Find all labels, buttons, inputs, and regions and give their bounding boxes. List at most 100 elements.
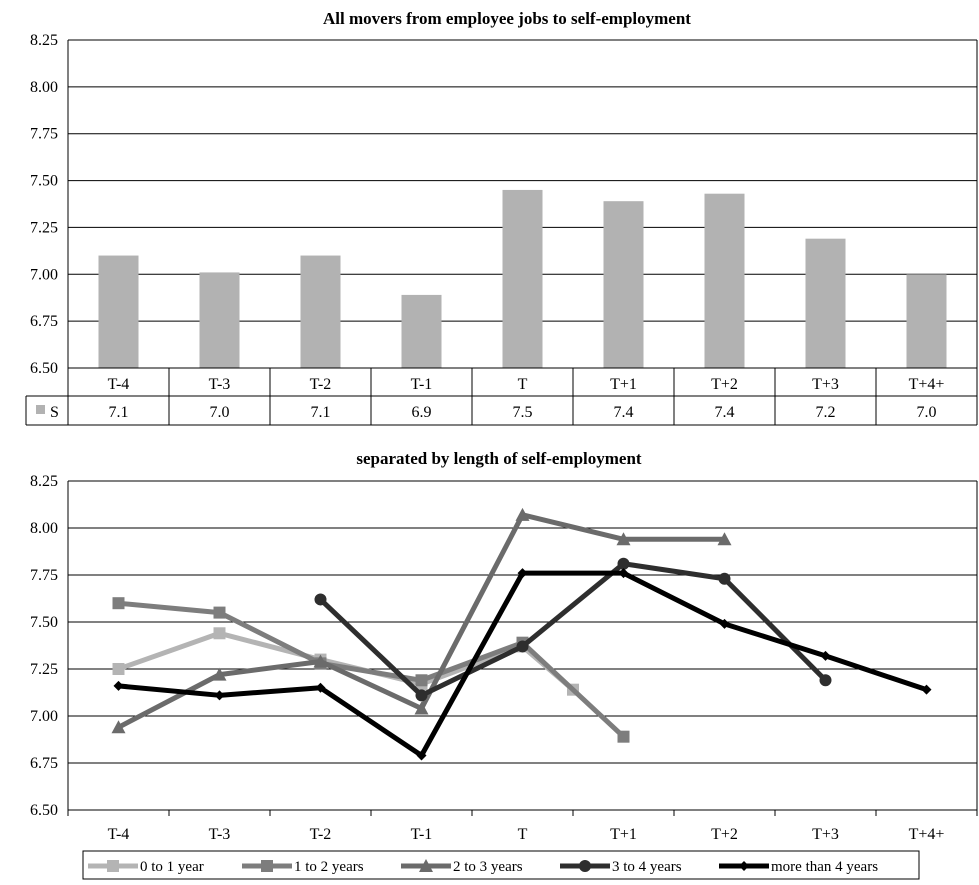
series-2-to-3-years: [111, 507, 732, 734]
point: [419, 859, 433, 872]
point: [517, 568, 528, 579]
point: [579, 860, 591, 872]
line-chart-series: [111, 507, 932, 761]
point: [415, 689, 428, 702]
point: [819, 674, 832, 687]
y-tick-label: 8.25: [30, 32, 58, 49]
x-tick-label: T+3: [812, 826, 839, 843]
series-3-to-4-years: [314, 557, 832, 702]
point: [314, 593, 327, 606]
bar: [98, 255, 139, 368]
point: [313, 654, 328, 668]
legend-label: 0 to 1 year: [140, 859, 204, 875]
bar-chart-bars: [98, 189, 947, 368]
x-tick-label: T-3: [209, 376, 231, 393]
series-more-than-4-years: [113, 568, 932, 761]
line-chart-y-axis: 6.50 6.75 7.00 7.25 7.50 7.75 8.00 8.25: [30, 473, 58, 819]
bar: [401, 294, 442, 368]
point: [212, 667, 227, 681]
data-label: 7.1: [109, 404, 129, 421]
point: [111, 720, 126, 734]
point: [616, 532, 631, 546]
bar-chart: All movers from employee jobs to self-em…: [25, 9, 978, 426]
x-tick-label: T+1: [610, 376, 637, 393]
point: [414, 701, 429, 715]
line-chart-title: separated by length of self-employment: [356, 449, 642, 468]
point: [214, 690, 225, 701]
point: [415, 674, 428, 687]
x-tick-label: T-1: [411, 376, 433, 393]
bar: [502, 189, 543, 368]
x-tick-label: T-2: [310, 376, 332, 393]
point: [719, 618, 730, 629]
y-tick-label: 6.50: [30, 360, 58, 377]
data-label: 7.5: [513, 404, 533, 421]
legend-label: 2 to 3 years: [453, 859, 523, 875]
y-tick-label: 8.00: [30, 79, 58, 96]
bar: [603, 201, 644, 368]
point: [213, 627, 226, 640]
point: [618, 568, 629, 579]
point: [921, 684, 932, 695]
point: [718, 572, 731, 585]
point: [261, 860, 273, 872]
point: [213, 606, 226, 619]
data-label: 7.0: [917, 404, 937, 421]
point: [617, 557, 630, 570]
point: [107, 860, 119, 872]
legend-label: 1 to 2 years: [294, 859, 364, 875]
series-line: [318, 561, 828, 698]
point: [515, 507, 530, 521]
line-chart: separated by length of self-employment 6…: [30, 449, 978, 880]
point: [820, 650, 831, 661]
series-line: [118, 570, 928, 758]
x-tick-label: T: [518, 826, 528, 843]
series-0-to-1-year: [112, 627, 579, 696]
data-table: T-4 7.1 T-3 7.0 T-2 7.1 T-1 6.9 T 7.5 T+1 7.4 T+2 7.4…: [25, 367, 978, 426]
y-tick-label: 7.25: [30, 219, 58, 236]
legend-label: more than 4 years: [771, 859, 878, 875]
table-legend-key: [36, 405, 45, 414]
series-line: [117, 630, 575, 692]
x-tick-label: T+1: [610, 826, 637, 843]
bar: [300, 255, 341, 368]
x-tick-label: T-2: [310, 826, 332, 843]
bar: [906, 274, 947, 368]
bar: [704, 193, 745, 368]
data-label: 7.0: [210, 404, 230, 421]
y-tick-label: 6.50: [30, 802, 58, 819]
legend-label: 3 to 4 years: [612, 859, 682, 875]
y-tick-label: 7.75: [30, 126, 58, 143]
bar-chart-title: All movers from employee jobs to self-em…: [323, 9, 691, 28]
data-label: 7.4: [614, 404, 634, 421]
bar: [805, 238, 846, 368]
point: [617, 730, 630, 743]
table-series-label: S: [50, 404, 59, 421]
data-label: 7.1: [311, 404, 331, 421]
bar-chart-y-axis: 6.50 6.75 7.00 7.25 7.50 7.75 8.00 8.25: [30, 32, 58, 377]
x-tick-label: T+2: [711, 826, 738, 843]
y-tick-label: 7.00: [30, 708, 58, 725]
y-tick-label: 7.25: [30, 661, 58, 678]
bar: [199, 272, 240, 368]
series-line: [118, 600, 626, 739]
x-tick-label: T-4: [108, 826, 130, 843]
y-tick-label: 7.50: [30, 173, 58, 190]
y-tick-label: 7.75: [30, 567, 58, 584]
point: [739, 861, 749, 871]
point: [113, 680, 124, 691]
y-tick-label: 7.00: [30, 266, 58, 283]
x-tick-label: T: [518, 376, 528, 393]
x-tick-label: T+4+: [909, 376, 945, 393]
y-tick-label: 6.75: [30, 313, 58, 330]
point: [112, 663, 125, 675]
point: [516, 640, 529, 653]
line-chart-x-axis: T-4 T-3 T-2 T-1 T T+1 T+2 T+3 T+4+: [108, 826, 945, 843]
legend-box: [82, 850, 920, 880]
point: [112, 597, 125, 610]
y-tick-label: 8.00: [30, 520, 58, 537]
data-label: 6.9: [412, 404, 432, 421]
data-label: 7.2: [816, 404, 836, 421]
y-tick-label: 6.75: [30, 755, 58, 772]
